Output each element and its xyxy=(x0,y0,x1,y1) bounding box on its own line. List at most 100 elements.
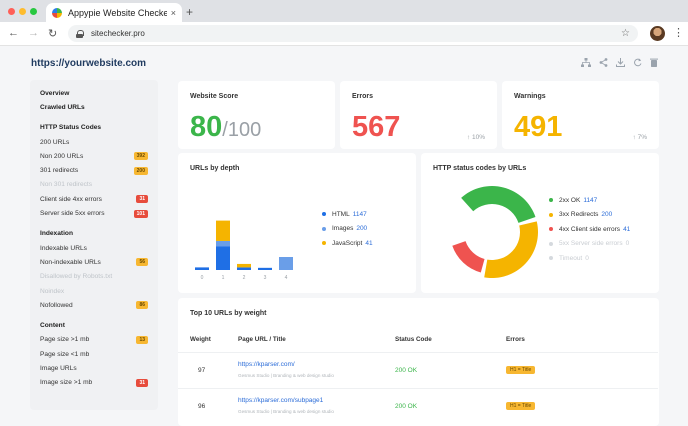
sidebar-item[interactable]: Non 301 redirects xyxy=(40,178,148,192)
sidebar-item-label: Non-indexable URLs xyxy=(40,258,101,266)
http-legend: 2xx OK 1147 3xx Redirects 200 4xx Client sid… xyxy=(549,193,630,266)
legend-value: 200 xyxy=(356,225,368,233)
legend-label: Images xyxy=(332,225,354,233)
legend-item: 5xx Server side errors 0 xyxy=(549,237,630,252)
page-url-link[interactable]: https://kparser.com/subpage1 xyxy=(238,397,324,404)
legend-label: 5xx Server side errors xyxy=(559,240,623,248)
sidebar-item-label: HTTP Status Codes xyxy=(40,124,102,132)
legend-label: JavaScript xyxy=(332,239,363,247)
reload-icon[interactable]: ↻ xyxy=(48,28,58,40)
legend-item: 3xx Redirects 200 xyxy=(549,208,630,223)
browser-toolbar: ← → ↻ sitechecker.pro ☆ ⋮ xyxy=(0,22,688,46)
page-url-link[interactable]: https://kparser.com/ xyxy=(238,361,295,368)
legend-item: Timeout 0 xyxy=(549,251,630,266)
card-title: Top 10 URLs by weight xyxy=(190,310,267,317)
sidebar-item[interactable]: Image URLs xyxy=(40,361,148,375)
card-title: URLs by depth xyxy=(190,165,240,172)
sidebar-item[interactable]: Disallowed by Robots.txt xyxy=(40,270,148,284)
x-tick-label: 2 xyxy=(243,275,246,281)
legend-dot-icon xyxy=(549,198,553,203)
legend-dot-icon xyxy=(322,241,326,246)
refresh-icon[interactable] xyxy=(633,58,642,69)
bar-javascript-2[interactable] xyxy=(237,263,251,268)
card-title: HTTP status codes by URLs xyxy=(433,165,527,172)
weight-cell: 97 xyxy=(198,367,206,374)
legend-label: HTML xyxy=(332,210,350,218)
sidebar-item[interactable]: Overview xyxy=(40,86,148,100)
profile-avatar[interactable] xyxy=(650,26,665,41)
page-title-cell: Gesmus Studio | Branding & web design st… xyxy=(238,409,334,414)
card-title: Errors xyxy=(352,93,374,100)
sidebar-item[interactable]: Non-indexable URLs 56 xyxy=(40,255,148,269)
sidebar-item[interactable]: HTTP Status Codes xyxy=(40,121,148,135)
sidebar-item[interactable]: Page size >1 mb 13 xyxy=(40,333,148,347)
top-urls-card: Top 10 URLs by weight Weight Page URL / … xyxy=(178,298,659,426)
sidebar-item[interactable]: Image size >1 mb 31 xyxy=(40,376,148,390)
legend-item: 2xx OK 1147 xyxy=(549,193,630,208)
address-bar[interactable]: sitechecker.pro ☆ xyxy=(68,25,638,42)
table-row: 97 https://kparser.com/Gesmus Studio | Br… xyxy=(178,352,658,386)
sidebar-item-label: Disallowed by Robots.txt xyxy=(40,273,113,281)
sidebar-item[interactable]: Noindex xyxy=(40,284,148,298)
maximize-window-button[interactable] xyxy=(30,8,37,15)
browser-menu-icon[interactable]: ⋮ xyxy=(673,27,684,39)
sidebar-item[interactable]: Client side 4xx errors 31 xyxy=(40,192,148,206)
x-tick-label: 4 xyxy=(285,275,288,281)
legend-dot-icon xyxy=(549,227,553,232)
warnings-card: Warnings 491 ↑ 7% xyxy=(502,81,659,149)
sitemap-icon[interactable] xyxy=(581,58,591,69)
new-tab-button[interactable]: + xyxy=(186,5,194,19)
close-window-button[interactable] xyxy=(8,8,15,15)
bar-html-2[interactable] xyxy=(237,267,251,270)
sidebar-item[interactable]: 301 redirects 200 xyxy=(40,163,148,177)
address-text: sitechecker.pro xyxy=(91,29,145,38)
bar-html-0[interactable] xyxy=(195,267,209,270)
bar-html-3[interactable] xyxy=(258,267,272,270)
legend-value: 41 xyxy=(365,239,373,247)
trash-icon[interactable] xyxy=(650,58,658,69)
sidebar-item[interactable]: Content xyxy=(40,318,148,332)
legend-dot-icon xyxy=(322,212,326,217)
sidebar-item[interactable]: Server side 5xx errors 101 xyxy=(40,206,148,220)
sidebar-item[interactable]: Crawled URLs xyxy=(40,100,148,114)
bar-images-4[interactable] xyxy=(279,257,293,270)
bar-javascript-1[interactable] xyxy=(216,220,230,241)
warnings-value: 491 xyxy=(514,111,563,143)
legend-value: 200 xyxy=(601,211,613,219)
sidebar-item-label: Image URLs xyxy=(40,364,77,372)
donut-slice-1[interactable] xyxy=(484,221,538,278)
donut-slice-2[interactable] xyxy=(452,241,485,273)
share-icon[interactable] xyxy=(599,58,608,69)
download-icon[interactable] xyxy=(616,58,625,69)
errors-delta: ↑ 10% xyxy=(466,134,485,141)
http-status-card: HTTP status codes by URLs 2xx OK 1147 3xx … xyxy=(421,153,659,293)
sidebar-item-label: 301 redirects xyxy=(40,167,79,175)
count-badge: 86 xyxy=(136,301,148,310)
sidebar-item[interactable]: Nofollowed 86 xyxy=(40,298,148,312)
bar-html-1[interactable] xyxy=(216,246,230,270)
sidebar-nav: Overview Crawled URLs HTTP Status Codes 200… xyxy=(30,80,158,410)
sidebar-item[interactable]: Page size <1 mb xyxy=(40,347,148,361)
appypie-logo-icon xyxy=(52,7,62,18)
sidebar-item[interactable]: Indexation xyxy=(40,227,148,241)
website-score-card: Website Score 80/100 xyxy=(178,81,335,149)
back-arrow-icon[interactable]: ← xyxy=(8,27,19,39)
errors-value: 567 xyxy=(352,111,401,143)
lock-icon xyxy=(76,29,84,38)
sidebar-item[interactable]: 200 URLs xyxy=(40,135,148,149)
donut-slice-0[interactable] xyxy=(461,186,536,223)
browser-tab[interactable]: Appypie Website Checker × xyxy=(46,3,182,22)
legend-value: 41 xyxy=(623,225,631,233)
sidebar-item[interactable]: Indexable URLs xyxy=(40,241,148,255)
bookmark-star-icon[interactable]: ☆ xyxy=(621,28,630,39)
count-badge: 101 xyxy=(133,209,148,218)
bar-images-1[interactable] xyxy=(216,240,230,247)
forward-arrow-icon[interactable]: → xyxy=(28,27,39,39)
sidebar-item-label: Indexation xyxy=(40,230,73,238)
card-title: Website Score xyxy=(190,93,239,100)
website-score-value: 80/100 xyxy=(190,111,261,144)
legend-dot-icon xyxy=(549,256,553,261)
tab-close-icon[interactable]: × xyxy=(170,7,176,18)
sidebar-item[interactable]: Non 200 URLs 392 xyxy=(40,149,148,163)
minimize-window-button[interactable] xyxy=(19,8,26,15)
